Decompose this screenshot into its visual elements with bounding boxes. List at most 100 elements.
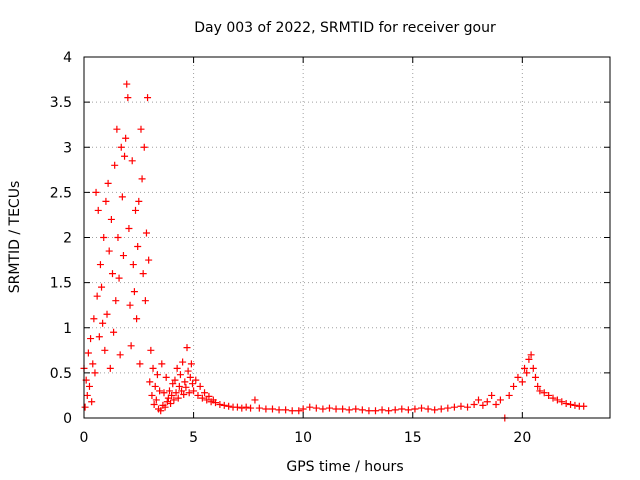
data-point <box>107 215 115 223</box>
data-point <box>136 360 144 368</box>
data-point <box>247 404 255 412</box>
data-point <box>540 389 548 397</box>
data-point <box>123 80 131 88</box>
data-point <box>196 382 204 390</box>
data-point <box>156 387 164 395</box>
y-axis-label: SRMTID / TECUs <box>7 181 23 294</box>
data-point <box>525 355 533 363</box>
data-point <box>358 406 366 414</box>
data-point <box>182 383 190 391</box>
data-point <box>352 405 360 413</box>
y-tick-label: 1.5 <box>50 276 72 292</box>
data-point <box>146 378 154 386</box>
data-point <box>251 396 259 404</box>
data-point <box>255 404 263 412</box>
data-point <box>147 346 155 354</box>
data-point <box>268 405 276 413</box>
data-point <box>160 389 168 397</box>
data-point <box>188 380 196 388</box>
data-point <box>128 157 136 165</box>
data-point <box>173 364 181 372</box>
data-point <box>127 342 135 350</box>
data-point <box>571 401 579 409</box>
data-point <box>475 396 482 404</box>
y-tick-label: 3.5 <box>50 95 72 111</box>
data-point <box>83 391 91 399</box>
data-point <box>175 382 183 390</box>
data-point <box>111 161 119 169</box>
data-point <box>437 405 445 413</box>
data-point <box>104 179 112 187</box>
data-point <box>488 391 496 399</box>
data-point <box>464 403 472 411</box>
y-tick-label: 0.5 <box>50 366 72 382</box>
data-point <box>172 389 180 397</box>
data-point <box>431 406 439 414</box>
data-point <box>134 243 142 251</box>
data-point <box>116 351 124 359</box>
data-point <box>391 406 399 414</box>
data-point <box>110 328 118 336</box>
data-point <box>404 406 412 414</box>
data-point <box>527 351 535 359</box>
data-point <box>117 143 125 151</box>
data-point <box>126 301 134 309</box>
data-point <box>114 234 122 241</box>
data-point <box>168 391 176 399</box>
data-point <box>149 364 157 372</box>
data-point <box>580 402 588 410</box>
x-tick-label: 0 <box>80 430 89 446</box>
data-point <box>306 403 314 411</box>
data-point <box>108 270 116 278</box>
data-point <box>125 224 133 232</box>
data-point <box>118 193 126 201</box>
data-point <box>220 401 228 409</box>
data-point <box>137 125 145 133</box>
data-point <box>282 406 290 414</box>
data-point <box>470 400 478 408</box>
data-point <box>553 396 561 404</box>
data-point <box>151 382 159 390</box>
x-axis-label: GPS time / hours <box>286 459 403 475</box>
y-tick-label: 2.5 <box>50 185 72 201</box>
data-point <box>84 349 92 357</box>
data-point <box>398 405 406 413</box>
data-point <box>103 310 111 318</box>
data-point <box>105 247 113 255</box>
data-point <box>183 344 191 352</box>
data-point <box>180 391 188 399</box>
data-point <box>112 297 120 305</box>
data-point <box>99 319 107 327</box>
data-point <box>140 143 148 151</box>
data-point <box>165 387 173 395</box>
data-point <box>418 404 426 412</box>
data-point <box>101 346 109 354</box>
y-tick-label: 0 <box>63 411 72 427</box>
data-point <box>148 391 156 399</box>
data-point <box>233 403 241 411</box>
data-point <box>139 270 147 278</box>
data-point <box>198 394 206 402</box>
data-point <box>558 398 566 406</box>
data-point <box>184 367 192 375</box>
x-tick-label: 10 <box>294 430 312 446</box>
data-point <box>339 405 347 413</box>
data-point <box>203 396 211 404</box>
data-point <box>113 125 121 133</box>
data-point <box>510 382 518 390</box>
data-point <box>225 402 233 410</box>
y-tick-label: 3 <box>63 140 72 156</box>
data-point <box>444 404 452 412</box>
y-tick-label: 2 <box>63 231 72 247</box>
data-point <box>95 333 103 341</box>
y-tick-label: 1 <box>63 321 72 337</box>
data-point <box>167 400 175 408</box>
data-point <box>549 394 557 402</box>
data-point <box>325 404 333 412</box>
data-point <box>483 398 491 406</box>
data-point <box>275 406 283 414</box>
data-point <box>295 407 303 415</box>
data-point <box>85 382 93 390</box>
data-point <box>190 387 198 395</box>
